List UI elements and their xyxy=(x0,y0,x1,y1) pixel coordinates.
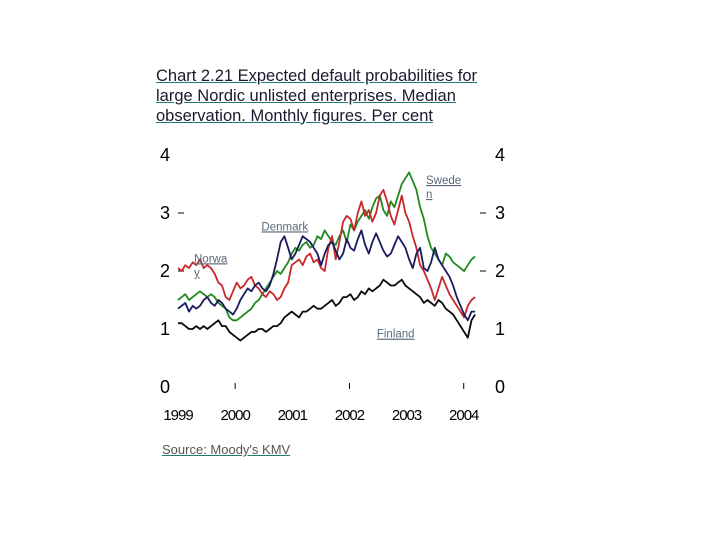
y-tick-label-left: 2 xyxy=(160,261,170,281)
y-tick-label-left: 1 xyxy=(160,319,170,339)
chart-title-line-3: observation. Monthly figures. Per cent xyxy=(156,107,433,125)
series-label-line: Norwa xyxy=(194,253,228,265)
x-tick-label: 2003 xyxy=(392,407,422,424)
source-note: Source: Moody's KMV xyxy=(162,442,291,457)
y-tick-label-left: 4 xyxy=(160,145,170,165)
x-tick-label: 2000 xyxy=(220,407,250,424)
series-label-norway: Norwa y xyxy=(194,253,228,279)
series-label-denmark: Denmark xyxy=(261,221,308,233)
series-line-denmark xyxy=(177,229,476,322)
series-label-line: Swede xyxy=(426,175,461,187)
y-tick-label-right: 2 xyxy=(495,261,505,281)
series-line-sweden xyxy=(177,188,476,319)
y-tick-label-right: 4 xyxy=(495,145,505,165)
series-line-norway xyxy=(177,171,476,322)
series-label-line: y xyxy=(194,267,200,279)
series-label-layer: Norwa y Swede n Denmark Finland xyxy=(194,175,461,341)
y-tick-label-right: 3 xyxy=(495,203,505,223)
series-label-sweden: Swede n xyxy=(426,175,461,201)
chart-title: Chart 2.21 Expected default probabilitie… xyxy=(156,66,536,126)
series-label-finland: Finland xyxy=(377,329,415,341)
series-line-finland xyxy=(178,278,476,342)
y-tick-label-left: 0 xyxy=(160,377,170,397)
series-label-line: n xyxy=(426,189,432,201)
x-tick-label: 2002 xyxy=(335,407,365,424)
x-tick-label: 2004 xyxy=(449,407,479,424)
chart-title-line-2: large Nordic unlisted enterprises. Media… xyxy=(156,87,456,105)
chart-title-line-1: Chart 2.21 Expected default probabilitie… xyxy=(156,67,478,85)
y-tick-label-right: 0 xyxy=(495,377,505,397)
y-tick-label-right: 1 xyxy=(495,319,505,339)
x-tick-label: 2001 xyxy=(278,407,308,424)
x-tick-label: 1999 xyxy=(163,407,193,424)
series-layer xyxy=(177,171,476,342)
y-tick-label-left: 3 xyxy=(160,203,170,223)
series-label-line: Finland xyxy=(377,329,415,341)
series-label-line: Denmark xyxy=(261,221,308,233)
axis-layer: 0 0 1 1 2 2 3 3 4 4 1999 2000 2001 2002 2003 2004 xyxy=(160,145,505,424)
